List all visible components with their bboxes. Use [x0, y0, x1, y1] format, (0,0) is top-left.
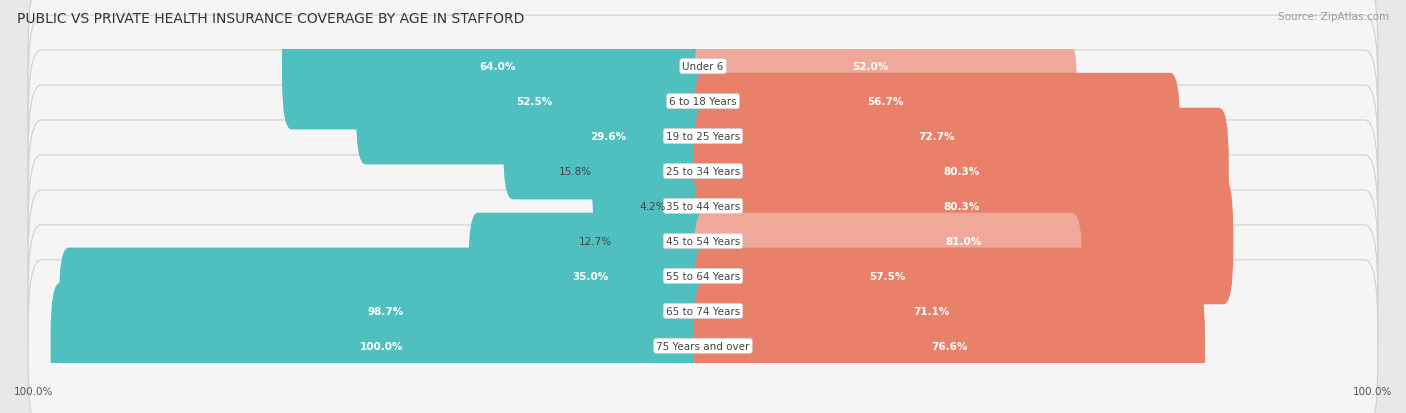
FancyBboxPatch shape — [693, 283, 1205, 409]
Text: 65 to 74 Years: 65 to 74 Years — [666, 306, 740, 316]
FancyBboxPatch shape — [28, 121, 1378, 292]
Text: 75 Years and over: 75 Years and over — [657, 341, 749, 351]
FancyBboxPatch shape — [28, 260, 1378, 413]
Text: Under 6: Under 6 — [682, 62, 724, 72]
Text: 98.7%: 98.7% — [368, 306, 404, 316]
FancyBboxPatch shape — [503, 74, 713, 200]
Text: 52.5%: 52.5% — [516, 97, 553, 107]
Text: 72.7%: 72.7% — [918, 132, 955, 142]
FancyBboxPatch shape — [693, 178, 1233, 304]
FancyBboxPatch shape — [592, 109, 713, 235]
Text: 100.0%: 100.0% — [14, 387, 53, 396]
Text: 76.6%: 76.6% — [931, 341, 967, 351]
Text: 80.3%: 80.3% — [943, 166, 979, 177]
Text: PUBLIC VS PRIVATE HEALTH INSURANCE COVERAGE BY AGE IN STAFFORD: PUBLIC VS PRIVATE HEALTH INSURANCE COVER… — [17, 12, 524, 26]
FancyBboxPatch shape — [28, 86, 1378, 257]
Text: 100.0%: 100.0% — [1353, 387, 1392, 396]
FancyBboxPatch shape — [51, 283, 713, 409]
FancyBboxPatch shape — [28, 0, 1378, 153]
Text: 45 to 54 Years: 45 to 54 Years — [666, 236, 740, 247]
FancyBboxPatch shape — [59, 248, 713, 374]
Text: 29.6%: 29.6% — [589, 132, 626, 142]
FancyBboxPatch shape — [356, 39, 713, 165]
FancyBboxPatch shape — [693, 4, 1047, 130]
Text: 80.3%: 80.3% — [943, 202, 979, 211]
Text: 57.5%: 57.5% — [869, 271, 905, 281]
Text: 25 to 34 Years: 25 to 34 Years — [666, 166, 740, 177]
FancyBboxPatch shape — [28, 225, 1378, 397]
Text: 71.1%: 71.1% — [914, 306, 949, 316]
Text: 64.0%: 64.0% — [479, 62, 516, 72]
FancyBboxPatch shape — [693, 109, 1229, 235]
FancyBboxPatch shape — [28, 51, 1378, 223]
Text: Source: ZipAtlas.com: Source: ZipAtlas.com — [1278, 12, 1389, 22]
FancyBboxPatch shape — [673, 181, 706, 232]
FancyBboxPatch shape — [28, 156, 1378, 327]
FancyBboxPatch shape — [28, 16, 1378, 188]
Text: 35 to 44 Years: 35 to 44 Years — [666, 202, 740, 211]
Text: 19 to 25 Years: 19 to 25 Years — [666, 132, 740, 142]
Text: 55 to 64 Years: 55 to 64 Years — [666, 271, 740, 281]
FancyBboxPatch shape — [283, 4, 713, 130]
Text: 15.8%: 15.8% — [558, 166, 592, 177]
Text: 4.2%: 4.2% — [640, 202, 666, 211]
FancyBboxPatch shape — [693, 74, 1180, 200]
Text: 52.0%: 52.0% — [852, 62, 889, 72]
Text: 56.7%: 56.7% — [868, 97, 904, 107]
Text: 81.0%: 81.0% — [945, 236, 981, 247]
FancyBboxPatch shape — [693, 39, 1077, 165]
FancyBboxPatch shape — [468, 213, 713, 339]
Text: 100.0%: 100.0% — [360, 341, 404, 351]
FancyBboxPatch shape — [693, 143, 1229, 270]
FancyBboxPatch shape — [613, 186, 711, 297]
Text: 35.0%: 35.0% — [572, 271, 609, 281]
Text: 12.7%: 12.7% — [579, 236, 612, 247]
FancyBboxPatch shape — [693, 213, 1083, 339]
Text: 6 to 18 Years: 6 to 18 Years — [669, 97, 737, 107]
FancyBboxPatch shape — [693, 248, 1170, 374]
FancyBboxPatch shape — [28, 190, 1378, 362]
